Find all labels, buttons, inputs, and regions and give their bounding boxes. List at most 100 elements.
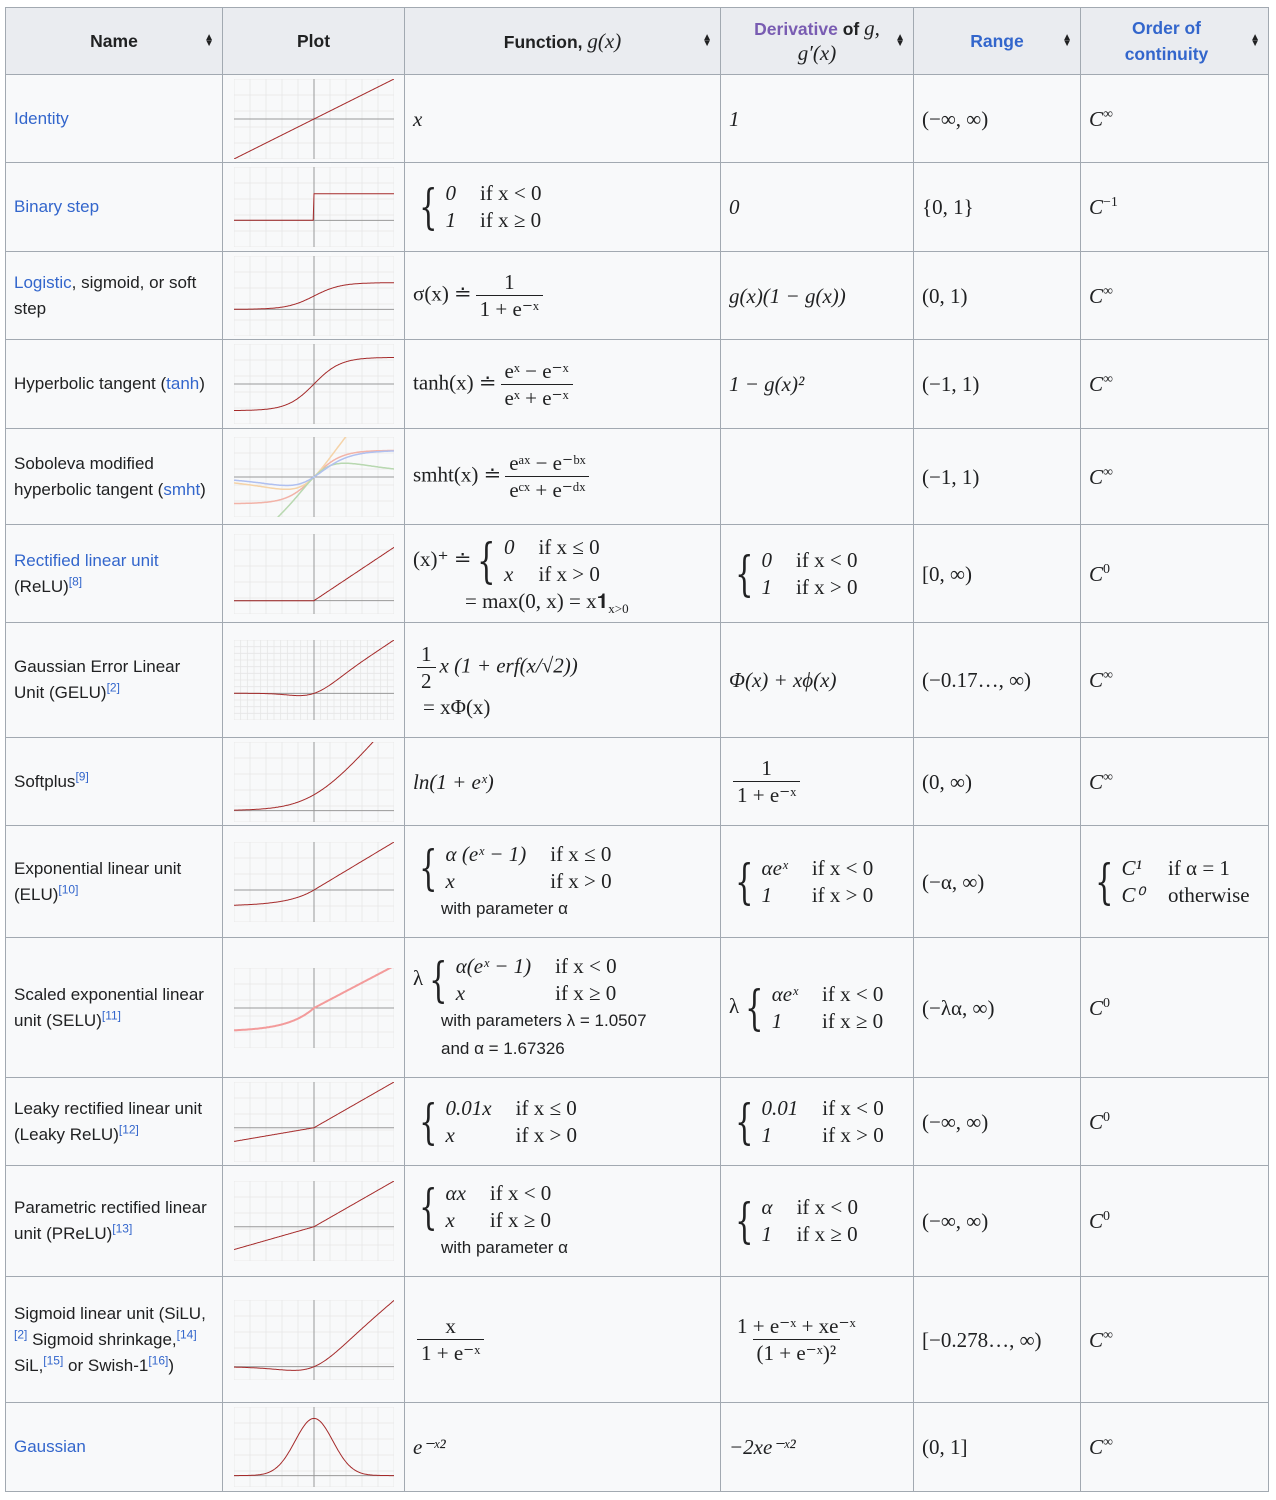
reference-link[interactable]: [2]: [106, 680, 120, 695]
name-cell: Logistic, sigmoid, or soft step: [5, 251, 223, 340]
sort-arrows-icon[interactable]: ▲ ▼: [895, 32, 905, 49]
plot-elu[interactable]: [233, 841, 394, 922]
plot-relu[interactable]: [233, 533, 394, 614]
reference-link[interactable]: [8]: [68, 573, 83, 588]
function-cell: x: [404, 74, 721, 163]
function-cell-line: λ{α(eˣ − 1) if x < 0 x if x ≥ 0: [413, 953, 712, 1007]
plot-gelu[interactable]: [233, 640, 394, 720]
function-cell-prefix: smht(x) ≐: [413, 462, 502, 487]
sort-arrows-icon[interactable]: ▲ ▼: [204, 32, 214, 49]
name-text: Sigmoid linear unit (SiLU,: [14, 1303, 206, 1323]
case-condition: if x ≥ 0: [796, 1222, 858, 1246]
name-link[interactable]: Identity: [14, 108, 69, 128]
reference-link[interactable]: [11]: [101, 1007, 121, 1022]
header-derivative-of: of: [837, 19, 865, 39]
reference-link[interactable]: [15]: [43, 1352, 64, 1367]
name-link[interactable]: tanh: [166, 374, 200, 393]
case-condition: if α = 1: [1167, 855, 1230, 880]
header-continuity[interactable]: Order of continuity ▲ ▼: [1080, 7, 1269, 75]
function-cell-text: ln(1 + eˣ): [413, 769, 494, 794]
plot-step[interactable]: [233, 167, 394, 247]
plot-smht[interactable]: [233, 436, 394, 517]
function-cell-post: x (1 + erf(x/√2)): [439, 652, 578, 677]
case-condition: if x > 0: [550, 868, 612, 893]
numerator: x: [445, 1314, 456, 1338]
continuity-cell: {C¹ if α = 1 C⁰ otherwise: [1080, 825, 1269, 938]
continuity-link[interactable]: Order of continuity: [1124, 18, 1209, 64]
function-cell-text: e⁻ˣ²: [413, 1435, 446, 1459]
function-cell: ln(1 + eˣ): [404, 737, 721, 826]
function-cell-subscript: x>0: [608, 600, 629, 616]
plot-leaky[interactable]: [233, 1081, 394, 1162]
denominator: (1 + e⁻ˣ)²: [752, 1339, 841, 1366]
reference-link[interactable]: [13]: [112, 1221, 133, 1236]
derivative-cell: λ{αeˣ if x < 0 1 if x ≥ 0: [720, 937, 914, 1078]
plot-prelu[interactable]: [233, 1181, 394, 1261]
plot-silu[interactable]: [233, 1299, 394, 1380]
derivative-link[interactable]: Derivative: [754, 19, 838, 39]
plot-axes: [233, 841, 394, 922]
continuity-base: C: [1089, 1109, 1104, 1134]
plot-curve: [233, 281, 394, 310]
continuity-cell: C∞: [1080, 339, 1269, 429]
sort-arrows-icon[interactable]: ▲ ▼: [1250, 32, 1260, 49]
header-range[interactable]: Range ▲ ▼: [913, 7, 1081, 75]
plot-cell: [222, 339, 405, 429]
header-function[interactable]: Function, g(x) ▲ ▼: [404, 7, 721, 75]
header-derivative[interactable]: Derivative of g, g′(x) ▲ ▼: [720, 7, 914, 75]
derivative-cell-line: 1 − g(x)²: [729, 371, 905, 397]
continuity-base: C: [1089, 1209, 1104, 1233]
name-link[interactable]: Rectified linear unit: [14, 550, 159, 570]
range-cell: (−λα, ∞): [913, 937, 1081, 1078]
name-text: Sigmoid shrinkage,: [27, 1329, 177, 1349]
continuity-base: C: [1089, 106, 1104, 131]
sort-arrows-icon[interactable]: ▲ ▼: [1062, 32, 1072, 49]
reference-link[interactable]: [10]: [58, 881, 79, 896]
brace-icon: {: [1095, 853, 1114, 910]
name-text: Softplus: [14, 771, 76, 791]
name-link[interactable]: Logistic: [14, 272, 72, 292]
range-link[interactable]: Range: [970, 31, 1024, 51]
continuity-cell: C∞: [1080, 428, 1269, 525]
plot-cell: [222, 622, 405, 738]
plot-selu[interactable]: [233, 967, 394, 1048]
reference-link[interactable]: [16]: [148, 1352, 169, 1367]
name-link[interactable]: smht: [163, 479, 201, 499]
plot-axes: [233, 1181, 394, 1261]
name-link[interactable]: Binary step: [14, 197, 100, 216]
range-cell: (−∞, ∞): [913, 74, 1081, 163]
case-condition: if x > 0: [822, 1122, 884, 1147]
continuity-sup: ∞: [1103, 1327, 1113, 1343]
name-cell: Soboleva modified hyperbolic tangent (sm…: [5, 428, 223, 525]
derivative-cell: Φ(x) + xϕ(x): [720, 622, 914, 738]
case-condition: if x < 0: [480, 181, 542, 205]
continuity-sup: 0: [1103, 995, 1111, 1011]
plot-logistic[interactable]: [233, 255, 394, 336]
reference-link[interactable]: [12]: [118, 1121, 139, 1136]
fraction: eᵃˣ − e⁻ᵇˣ eᶜˣ + e⁻ᵈˣ: [505, 450, 590, 503]
function-cell-line: {αx if x < 0 x if x ≥ 0: [413, 1180, 712, 1234]
numerator: 1: [421, 641, 432, 666]
plot-curve: [233, 449, 394, 486]
plot-gaussian[interactable]: [233, 1407, 394, 1487]
name-text: or Swish‑1: [63, 1355, 149, 1375]
reference-link[interactable]: [14]: [176, 1326, 197, 1341]
cases-grid: 0.01 if x < 0 1 if x > 0: [762, 1095, 884, 1149]
header-name[interactable]: Name ▲ ▼: [5, 7, 223, 75]
name-link[interactable]: Gaussian: [14, 1437, 86, 1456]
plot-tanh[interactable]: [233, 344, 394, 424]
continuity-sup: 0: [1103, 561, 1111, 577]
cases-block: {α(eˣ − 1) if x < 0 x if x ≥ 0: [423, 953, 616, 1007]
continuity-cell: C0: [1080, 937, 1269, 1078]
reference-link[interactable]: [9]: [75, 768, 89, 783]
function-cell: λ{α(eˣ − 1) if x < 0 x if x ≥ 0 with paramet…: [404, 937, 721, 1078]
brace-icon: {: [419, 839, 438, 896]
cases-block: {C¹ if α = 1 C⁰ otherwise: [1089, 855, 1250, 909]
case-value: C⁰: [1121, 882, 1144, 907]
reference-link[interactable]: [2]: [14, 1326, 28, 1341]
sort-arrows-icon[interactable]: ▲ ▼: [702, 32, 712, 49]
plot-identity[interactable]: [233, 78, 394, 159]
name-text: ): [200, 479, 206, 499]
plot-softplus[interactable]: [233, 741, 394, 822]
